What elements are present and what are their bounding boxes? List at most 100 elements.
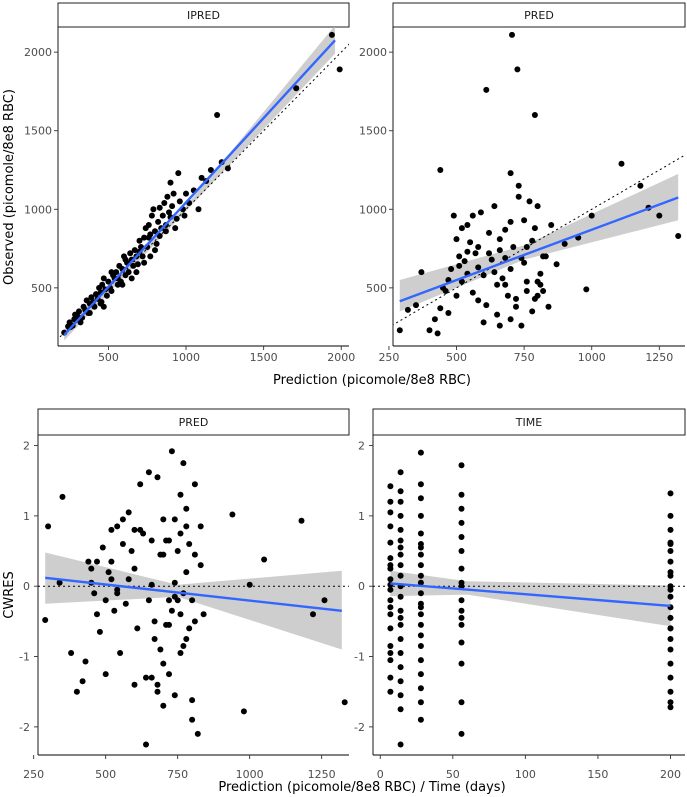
- data-point: [108, 526, 115, 533]
- data-point: [387, 509, 394, 516]
- data-point: [148, 581, 155, 588]
- data-point: [170, 190, 177, 197]
- data-point: [137, 526, 144, 533]
- data-point: [426, 327, 433, 334]
- data-point: [675, 233, 682, 239]
- data-point: [464, 248, 471, 255]
- data-point: [397, 741, 404, 748]
- data-point: [177, 491, 184, 498]
- data-point: [168, 607, 175, 614]
- data-point: [191, 551, 198, 558]
- x-tick-label: 100: [515, 768, 536, 781]
- confidence-band: [390, 570, 671, 627]
- data-point: [174, 548, 181, 554]
- x-tick-label: 0: [377, 768, 384, 781]
- x-tick-label: 1250: [645, 351, 673, 364]
- x-tick-label: 1000: [578, 351, 606, 364]
- data-point: [387, 688, 394, 695]
- y-tick-label: 1: [358, 510, 365, 523]
- data-point: [667, 660, 674, 667]
- data-point: [141, 234, 148, 241]
- data-point: [180, 460, 187, 467]
- data-point: [387, 611, 394, 618]
- x-tick-label: 750: [514, 351, 535, 364]
- data-point: [413, 302, 419, 309]
- data-point: [458, 730, 465, 737]
- data-point: [496, 236, 503, 243]
- strip-label: TIME: [515, 416, 542, 429]
- data-point: [437, 305, 444, 312]
- data-point: [529, 308, 536, 315]
- data-point: [94, 611, 100, 618]
- data-point: [397, 551, 404, 558]
- regression-line: [390, 582, 671, 608]
- data-point: [387, 597, 394, 604]
- data-point: [458, 278, 465, 285]
- data-point: [458, 548, 465, 554]
- data-point: [458, 565, 465, 572]
- data-point: [456, 253, 463, 260]
- data-point: [130, 262, 137, 269]
- data-point: [397, 664, 404, 671]
- data-point: [518, 322, 525, 329]
- data-point: [164, 193, 171, 200]
- data-point: [96, 628, 103, 635]
- plot-area: [58, 27, 349, 341]
- data-point: [79, 678, 86, 685]
- data-point: [148, 537, 155, 544]
- data-point: [450, 212, 457, 219]
- data-point: [293, 85, 300, 92]
- data-point: [42, 617, 49, 623]
- data-point: [545, 303, 552, 310]
- data-point: [667, 674, 674, 681]
- data-point: [102, 597, 109, 604]
- data-point: [166, 209, 172, 216]
- data-point: [387, 643, 394, 649]
- data-point: [417, 590, 424, 597]
- data-point: [114, 523, 121, 530]
- data-point: [548, 222, 555, 228]
- data-point: [169, 203, 176, 210]
- data-point: [514, 66, 521, 73]
- data-point: [387, 604, 394, 611]
- data-point: [207, 167, 214, 173]
- y-tick-label: 2: [358, 440, 365, 453]
- data-point: [417, 481, 424, 488]
- data-point: [131, 526, 138, 533]
- data-point: [553, 261, 560, 268]
- data-point: [417, 544, 424, 551]
- data-point: [404, 306, 411, 313]
- x-tick-label: 50: [446, 768, 460, 781]
- x-tick-label: 250: [378, 351, 399, 364]
- data-point: [502, 255, 509, 261]
- data-point: [667, 646, 674, 653]
- x-tick-label: 1000: [236, 768, 264, 781]
- data-point: [191, 618, 198, 625]
- data-point: [667, 539, 674, 546]
- data-point: [583, 286, 590, 293]
- data-point: [397, 593, 404, 600]
- strip-box: [57, 2, 350, 28]
- y-tick-label: -2: [19, 721, 30, 734]
- data-point: [387, 498, 394, 505]
- data-point: [76, 308, 82, 315]
- data-point: [82, 658, 89, 665]
- data-point: [100, 275, 107, 282]
- data-point: [111, 607, 118, 614]
- data-point: [397, 498, 404, 505]
- data-point: [131, 681, 138, 688]
- data-point: [637, 182, 644, 189]
- data-point: [139, 253, 146, 260]
- data-point: [387, 657, 394, 664]
- data-point: [154, 681, 161, 688]
- data-point: [172, 225, 179, 232]
- data-point: [131, 565, 138, 572]
- data-point: [521, 259, 528, 266]
- plot-area: [38, 448, 349, 748]
- data-point: [453, 236, 460, 243]
- data-point: [93, 291, 99, 298]
- data-point: [397, 692, 404, 699]
- data-point: [417, 699, 424, 706]
- data-point: [152, 247, 158, 254]
